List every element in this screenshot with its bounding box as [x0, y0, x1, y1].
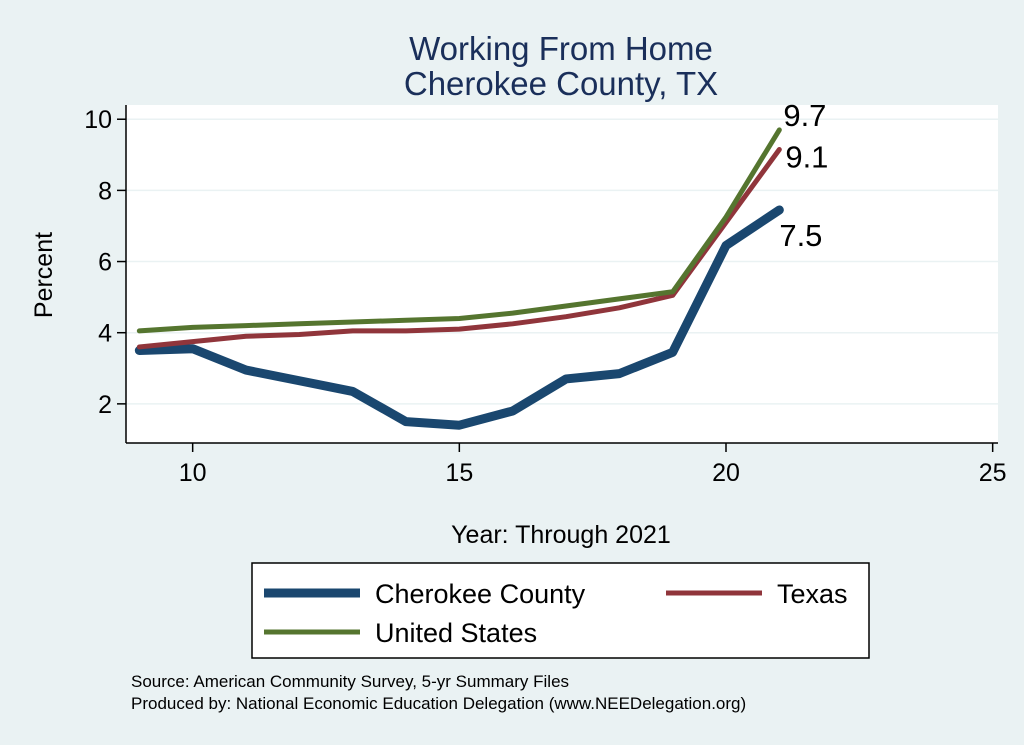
source-note: Source: American Community Survey, 5-yr …: [131, 672, 569, 691]
legend-label-cherokee-county: Cherokee County: [375, 579, 586, 609]
series-line-texas: [136, 146, 782, 350]
y-axis-title: Percent: [30, 232, 58, 318]
x-axis-title: Year: Through 2021: [451, 521, 671, 549]
end-label-united-states: 9.7: [783, 98, 826, 133]
x-tick-label: 15: [445, 459, 473, 487]
chart-subtitle: Cherokee County, TX: [404, 65, 718, 102]
series-lines: [134, 127, 784, 430]
end-label-texas: 9.1: [785, 139, 828, 174]
y-tick-label: 10: [84, 106, 112, 134]
y-tick-label: 4: [98, 320, 112, 348]
end-labels: 7.5 9.1 9.7: [779, 98, 828, 253]
end-label-cherokee-county: 7.5: [779, 218, 822, 253]
x-tick-label: 25: [979, 459, 1007, 487]
axes: 2 4 6 8 10 10 15 20 25: [84, 105, 1007, 487]
series-line-united-states: [136, 127, 782, 334]
legend: Cherokee County Texas United States: [251, 562, 870, 659]
gridlines: [126, 118, 998, 405]
producer-note: Produced by: National Economic Education…: [131, 694, 746, 713]
legend-label-united-states: United States: [375, 618, 537, 648]
series-line-cherokee-county: [134, 205, 784, 430]
y-tick-label: 8: [98, 177, 112, 205]
legend-box: [251, 562, 870, 659]
x-tick-label: 20: [712, 459, 740, 487]
legend-label-texas: Texas: [777, 579, 848, 609]
plot-area: [126, 105, 998, 443]
y-tick-label: 2: [98, 391, 112, 419]
y-tick-label: 6: [98, 249, 112, 277]
x-tick-label: 10: [179, 459, 207, 487]
chart-title: Working From Home: [409, 30, 713, 67]
